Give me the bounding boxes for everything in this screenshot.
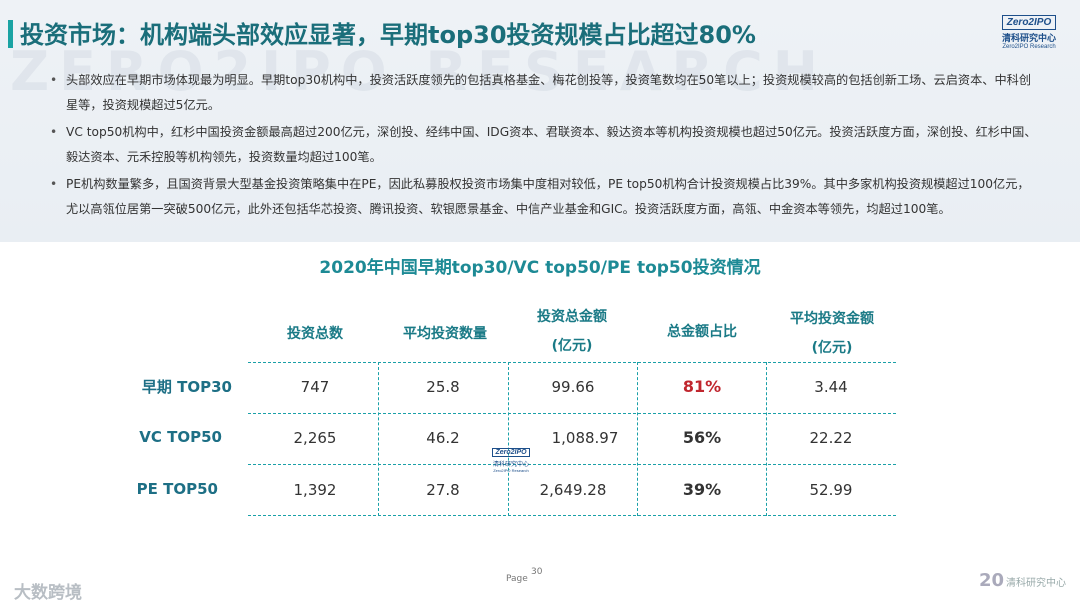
header-total-amount: 投资总金额 (亿元) [507,303,637,361]
bullet-item: 头部效应在早期市场体现最为明显。早期top30机构中，投资活跃度领先的包括真格基… [50,68,1040,118]
header-line-unit: (亿元) [811,340,853,356]
table-col-divider [508,362,509,516]
title-accent-bar [8,20,13,48]
header-avg-count: 平均投资数量 [380,320,510,349]
header-amount-share: 总金额占比 [637,318,767,347]
table-title: 2020年中国早期top30/VC top50/PE top50投资情况 [319,258,761,278]
zero2ipo-logo: Zero2IPO 清科研究中心 Zero2IPO Research [992,12,1066,54]
table-col-divider [766,362,767,516]
table-cell-highlight: 81% [682,377,722,396]
table-cell: 747 [300,378,330,396]
table-cell: 2,265 [293,429,337,447]
table-col-divider [378,362,379,516]
header-line: 平均投资数量 [403,326,487,342]
header-line: 投资总数 [287,326,343,342]
row-label-early: 早期 TOP30 [141,378,232,396]
bullet-list: 头部效应在早期市场体现最为明显。早期top30机构中，投资活跃度领先的包括真格基… [50,68,1040,224]
bullet-item: PE机构数量繁多，且国资背景大型基金投资策略集中在PE，因此私募股权投资市场集中… [50,172,1040,222]
table-cell: 22.22 [809,429,853,447]
logo-box-text: Zero2IPO [1001,15,1057,30]
table-cell: 27.8 [426,481,460,499]
page-number: 30 [531,567,543,577]
footer-brand-text: 清科研究中心 [1006,578,1066,589]
table-cell: 1,088.97 [551,429,619,447]
table-cell: 3.44 [814,378,848,396]
table-cell: 25.8 [426,378,460,396]
table-cell: 1,392 [293,481,337,499]
logo-en-text: Zero2IPO Research [1002,44,1056,50]
page-label: Page [506,574,528,584]
table-cell: 99.66 [551,378,595,396]
table-cell: 52.99 [809,481,853,499]
logo-box-text: Zero2IPO [492,448,530,457]
table-cell: 46.2 [426,429,460,447]
table-cell: 39% [682,480,722,499]
table-rule [248,413,896,414]
header-avg-amount: 平均投资金额 (亿元) [767,305,897,363]
footer-watermark: 大数跨境 [14,583,82,603]
table-rule [248,362,896,363]
table-cell: 56% [682,428,722,447]
logo-cn-text: 清科研究中心 [492,462,529,468]
footer-year-mark: 20 [978,570,1004,591]
table-rule [248,515,896,516]
page-title: 投资市场：机构端头部效应显著，早期top30投资规模占比超过80% [20,21,756,49]
header-total-count: 投资总数 [250,320,380,349]
header-line: 投资总金额 [537,309,607,325]
table-watermark-logo: Zero2IPO 清科研究中心 Zero2IPO Research [486,441,536,473]
header-line: 平均投资金额 [790,311,874,327]
logo-cn-text: 清科研究中心 [1001,33,1056,43]
table-cell: 2,649.28 [539,481,607,499]
row-label-pe: PE TOP50 [136,480,218,498]
table-col-divider [637,362,638,516]
footer-brand: 20 清科研究中心 [979,570,1066,591]
header-line-unit: (亿元) [551,338,593,354]
row-label-vc: VC TOP50 [139,428,222,446]
header-line: 总金额占比 [667,324,737,340]
table-rule [248,464,896,465]
bullet-item: VC top50机构中，红杉中国投资金额最高超过200亿元，深创投、经纬中国、I… [50,120,1040,170]
logo-en-text: Zero2IPO Research [493,468,529,473]
